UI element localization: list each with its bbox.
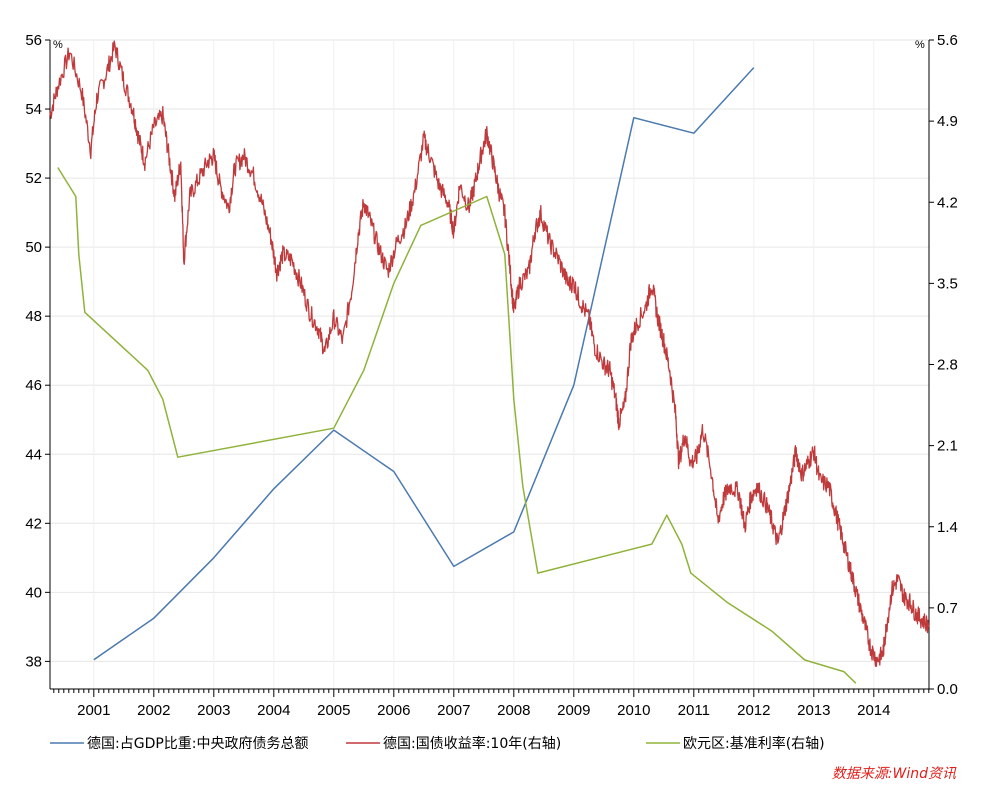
x-tick-label: 2003 [197,702,230,719]
right-tick-label: 0.7 [937,600,958,617]
x-tick-label: 2010 [617,702,650,719]
legend-label-rate: 欧元区:基准利率(右轴) [683,735,825,752]
left-tick-label: 52 [25,170,42,187]
x-tick-label: 2013 [797,702,830,719]
series-line-2 [57,167,857,684]
legend-label-yield: 德国:国债收益率:10年(右轴) [383,735,561,752]
axes: % % [49,39,930,690]
x-tick-label: 2007 [437,702,470,719]
legend-label-debt: 德国:占GDP比重:中央政府债务总额 [87,736,309,752]
x-tick-label: 2001 [77,702,110,719]
x-tick-label: 2012 [737,702,770,719]
right-tick-label: 1.4 [937,519,958,536]
right-axis-unit: % [915,39,925,51]
left-tick-label: 42 [25,515,42,532]
right-tick-label: 0.0 [937,681,958,698]
left-axis-unit: % [53,39,63,51]
x-tick-label: 2008 [497,702,530,719]
source-note: 数据来源:Wind资讯 [832,766,957,782]
left-tick-label: 54 [25,101,42,118]
x-tick-label: 2002 [137,702,170,719]
x-tick-label: 2009 [557,702,590,719]
x-tick-label: 2011 [678,702,710,719]
left-tick-label: 50 [25,239,42,256]
left-tick-label: 38 [25,653,42,670]
right-tick-label: 4.9 [937,113,958,130]
x-axis-ticks: 2001 2002 2003 2004 2005 2006 2007 2008 2009 2010… [53,689,930,719]
left-tick-label: 44 [25,446,42,463]
right-tick-label: 4.2 [937,194,958,211]
left-tick-label: 56 [25,32,42,49]
left-tick-label: 48 [25,308,42,325]
right-axis-ticks: 5.6 4.9 4.2 3.5 2.8 2.1 1.4 0.7 0.0 [929,32,958,698]
right-tick-label: 2.8 [937,357,958,374]
right-tick-label: 2.1 [937,438,958,455]
series-lines [49,40,930,684]
x-tick-label: 2004 [257,702,290,719]
left-tick-label: 40 [25,584,42,601]
x-tick-label: 2014 [857,702,890,719]
left-tick-label: 46 [25,377,42,394]
right-tick-label: 5.6 [937,32,958,49]
gridlines [50,39,929,689]
x-tick-label: 2005 [317,702,350,719]
left-axis-ticks: 56 54 52 50 48 46 44 42 40 38 [25,32,50,670]
legend: 德国:占GDP比重:中央政府债务总额 德国:国债收益率:10年(右轴) 欧元区:… [50,735,825,752]
series-line-0 [93,67,755,661]
series-line-1 [49,40,930,667]
x-tick-label: 2006 [377,702,410,719]
right-tick-label: 3.5 [937,275,958,292]
